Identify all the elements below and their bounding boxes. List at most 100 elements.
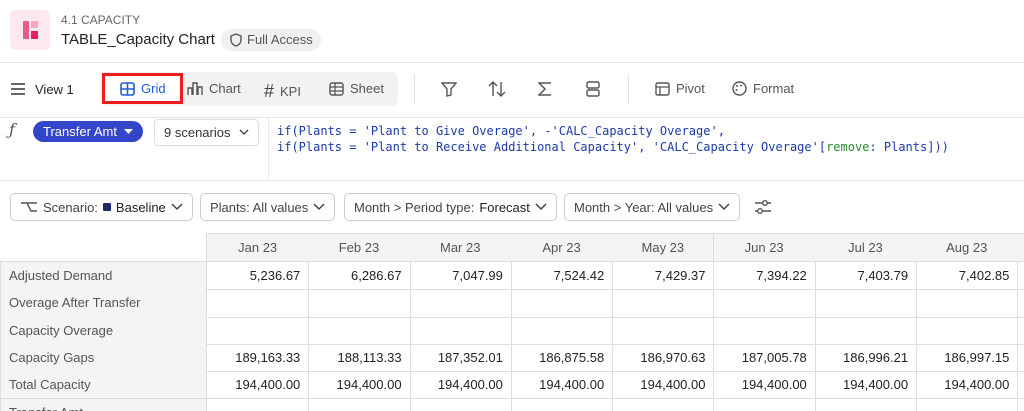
data-cell	[1017, 371, 1024, 400]
data-cell	[510, 316, 614, 345]
tab-label: KPI	[280, 84, 301, 99]
column-header: Aug 23	[916, 233, 1019, 262]
data-cell	[1017, 399, 1024, 411]
data-cell	[510, 289, 614, 318]
data-cell	[511, 398, 614, 411]
data-cell: 186,970.63	[612, 343, 715, 373]
data-cell: 7,403.79	[814, 262, 918, 291]
data-cell	[409, 316, 512, 345]
data-cell	[1017, 262, 1024, 291]
divider	[0, 62, 1024, 63]
column-header: Jul 23	[814, 233, 918, 262]
highlight-box	[102, 73, 183, 104]
year-filter[interactable]: Month > Year: All values	[564, 193, 741, 221]
formula-keyword: remove	[826, 140, 870, 154]
data-cell: 6,286.67	[308, 262, 411, 291]
app-icon	[10, 10, 50, 50]
data-cell: 194,400.00	[409, 371, 512, 400]
data-cell: 186,997.15	[916, 343, 1019, 373]
data-cell: 186,996.21	[814, 343, 918, 373]
column-header: Jan 23	[207, 233, 310, 262]
data-cell	[207, 289, 310, 318]
data-cell: 7,402.85	[916, 262, 1019, 291]
data-cell	[916, 289, 1019, 318]
filter-label: Scenario:	[43, 199, 98, 215]
tab-kpi[interactable]: # KPI	[264, 81, 301, 101]
data-cell	[612, 316, 715, 345]
formula-text: : Plants]))	[869, 140, 949, 154]
data-cell: 5,236.67	[207, 262, 310, 291]
data-cell	[409, 289, 512, 318]
data-cell: 194,400.00	[713, 371, 816, 400]
filter-label: Month > Year: All values	[574, 199, 714, 215]
data-cell: 194,400.00	[612, 371, 715, 400]
data-cell	[713, 316, 816, 345]
row-header: Capacity Overage	[0, 316, 207, 345]
data-cell: 194,400.00	[814, 371, 918, 400]
sort-icon[interactable]	[488, 81, 506, 97]
formula-line: if(Plants = 'Plant to Receive Additional…	[277, 140, 949, 154]
data-cell: 187,352.01	[409, 343, 512, 373]
pivot-button[interactable]: Pivot	[655, 81, 705, 96]
format-button[interactable]: Format	[732, 81, 794, 96]
separator	[414, 74, 415, 104]
row-header: Overage After Transfer	[0, 289, 207, 318]
tab-label: Grid	[141, 81, 166, 96]
data-cell: 7,394.22	[713, 262, 816, 291]
scenario-selector[interactable]: 9 scenarios	[154, 119, 260, 146]
view-name[interactable]: View 1	[35, 82, 74, 97]
column-header: May 23	[612, 233, 715, 262]
filter-label: Plants: All values	[210, 199, 309, 215]
tab-chart[interactable]: Chart	[187, 81, 241, 96]
data-cell	[714, 398, 816, 411]
shield-icon	[230, 33, 242, 47]
data-cell	[814, 316, 918, 345]
data-cell: 194,400.00	[916, 371, 1019, 400]
column-header: Mar 23	[409, 233, 512, 262]
row-header: Total Capacity	[0, 371, 207, 400]
tab-sheet[interactable]: Sheet	[329, 81, 384, 96]
variable-pill[interactable]: Transfer Amt	[33, 121, 143, 142]
column-header: Feb 23	[308, 233, 411, 262]
settings-icon[interactable]	[754, 199, 772, 215]
menu-icon[interactable]	[11, 83, 25, 95]
filter-icon[interactable]	[441, 82, 457, 97]
tab-label: Chart	[209, 81, 241, 96]
data-cell: 194,400.00	[308, 371, 411, 400]
data-cell	[207, 316, 310, 345]
tab-label: Sheet	[350, 81, 384, 96]
filter-value: Forecast	[479, 199, 530, 215]
row-header: Transfer Amt	[0, 398, 207, 411]
filter-value: Baseline	[115, 199, 166, 215]
separator	[268, 118, 269, 178]
fx-icon: ƒ	[9, 120, 15, 139]
data-cell	[308, 398, 411, 411]
column-header: Jun 23	[713, 233, 816, 262]
period-filter[interactable]: Month > Period type: Forecast	[344, 193, 557, 221]
data-cell	[1017, 344, 1024, 373]
formula-line: if(Plants = 'Plant to Give Overage', -'C…	[277, 124, 725, 138]
scenario-filter[interactable]: Scenario: Baseline	[10, 193, 193, 221]
data-cell: 194,400.00	[207, 371, 310, 400]
rows-icon[interactable]	[586, 81, 600, 97]
access-text: Full Access	[247, 32, 313, 47]
tool-label: Pivot	[676, 81, 705, 96]
plants-filter[interactable]: Plants: All values	[200, 193, 336, 221]
divider	[0, 117, 1024, 118]
sum-icon[interactable]	[538, 81, 552, 97]
data-cell	[1017, 317, 1024, 345]
section: 4.1 CAPACITY	[61, 13, 141, 27]
variable-name: Transfer Amt	[43, 124, 117, 139]
data-cell: 194,400.00	[510, 371, 614, 400]
data-cell	[612, 398, 715, 411]
data-cell	[815, 398, 918, 411]
data-cell	[814, 289, 918, 318]
data-cell	[308, 316, 411, 345]
access-badge[interactable]: Full Access	[221, 29, 321, 51]
data-cell	[410, 398, 512, 411]
tab-grid[interactable]: Grid	[120, 81, 166, 96]
column-header: Apr 23	[510, 233, 614, 262]
data-cell: 7,047.99	[409, 262, 512, 291]
